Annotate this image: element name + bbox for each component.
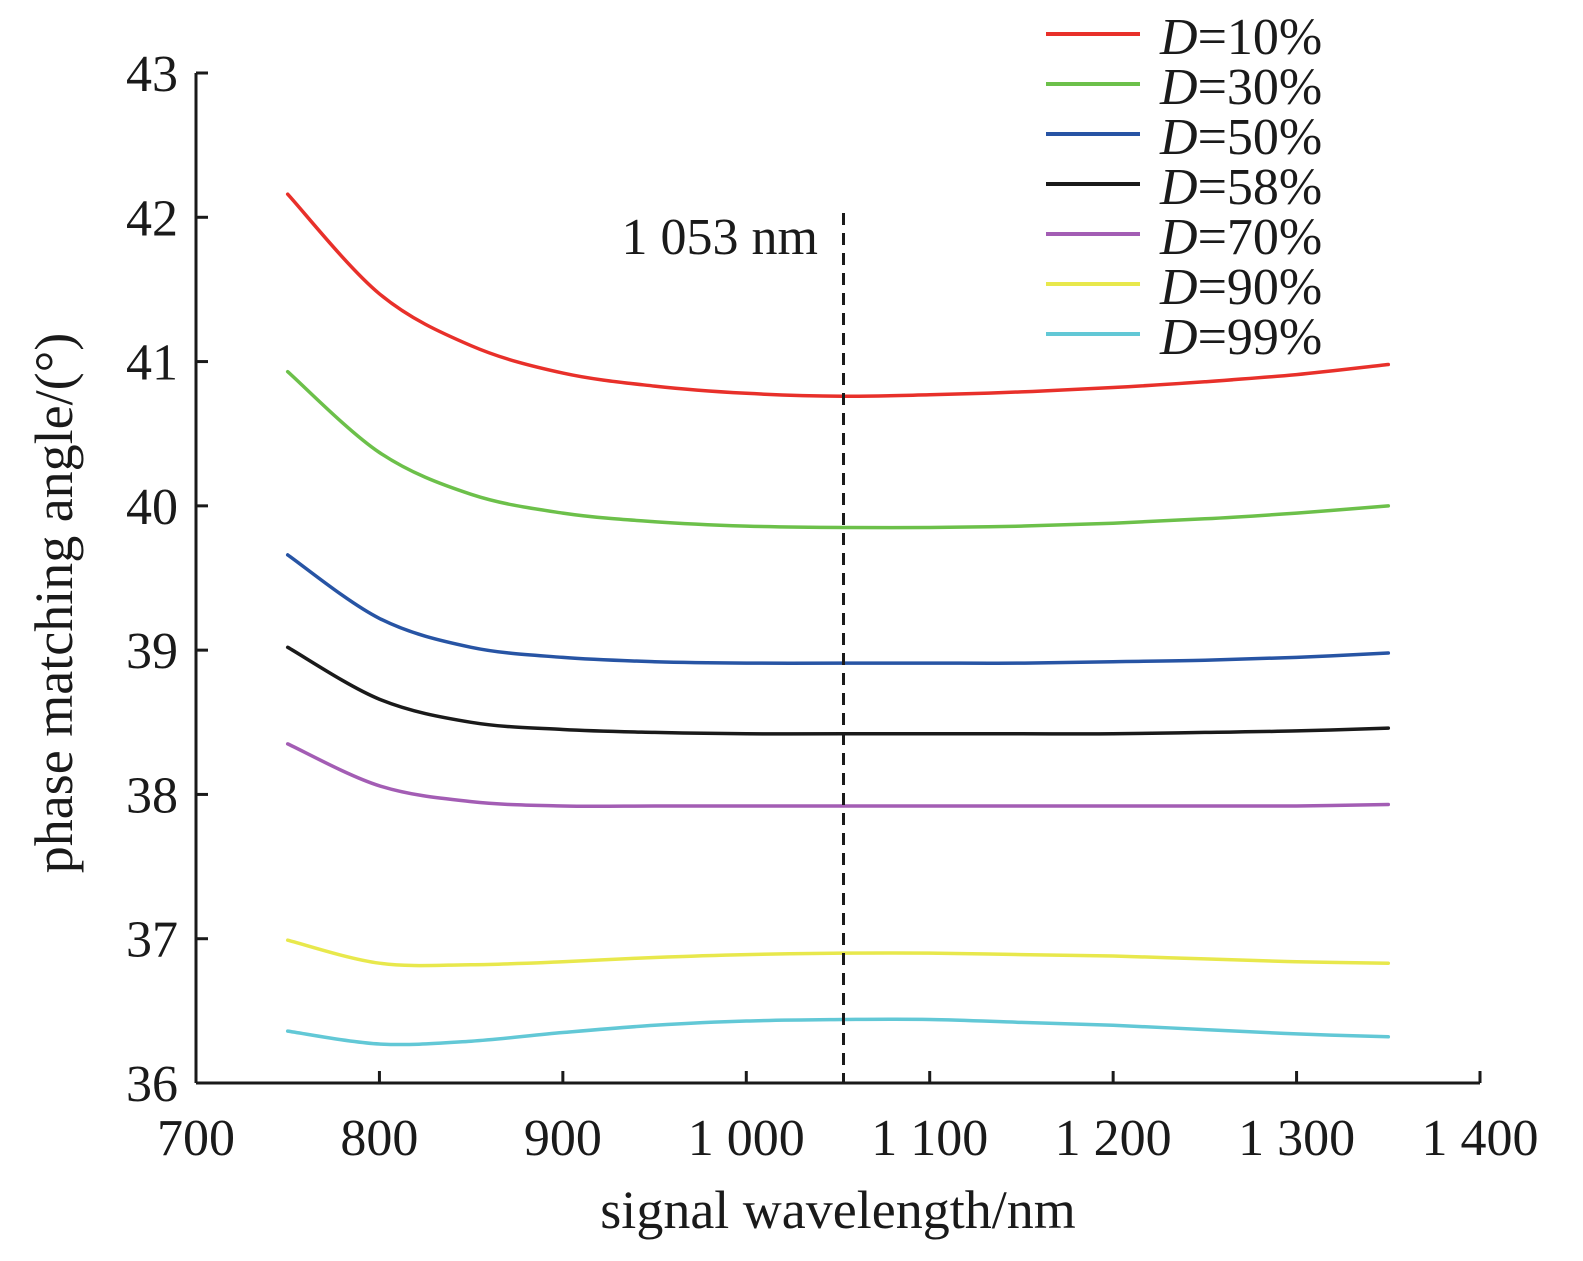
legend-value: =10% [1198,9,1323,66]
legend-variable: D [1159,9,1198,66]
y-tick-label: 40 [126,479,178,536]
y-axis-title: phase matching angle/(°) [24,333,84,873]
legend-variable: D [1159,59,1198,116]
legend: D=10%D=30%D=50%D=58%D=70%D=90%D=99% [1046,9,1322,366]
legend-value: =70% [1198,209,1323,266]
y-tick-label: 42 [126,190,178,247]
legend-value: =90% [1198,259,1323,316]
y-tick-label: 37 [126,912,178,969]
legend-label: D=70% [1159,209,1322,266]
legend-label: D=30% [1159,59,1322,116]
legend-value: =58% [1198,159,1323,216]
series-line-3 [285,553,1391,665]
x-tick-label: 1 100 [871,1110,988,1167]
legend-value: =99% [1198,309,1323,366]
y-tick-label: 39 [126,623,178,680]
legend-variable: D [1159,159,1198,216]
legend-label: D=10% [1159,9,1322,66]
y-tick-label: 38 [126,767,178,824]
x-tick-label: 1 400 [1422,1110,1539,1167]
y-tick-label: 41 [126,335,178,392]
legend-label: D=50% [1159,109,1322,166]
axes: 700 800 900 1 000 1 100 1 200 1 300 1 400 36373… [126,46,1539,1167]
series-line-1 [285,192,1391,398]
series-line-5 [285,742,1391,809]
x-tick-label: 1 300 [1238,1110,1355,1167]
series-line-7 [285,1017,1391,1047]
x-tick-label: 700 [157,1110,235,1167]
x-tick-label: 1 200 [1055,1110,1172,1167]
legend-label: D=90% [1159,259,1322,316]
legend-value: =30% [1198,59,1323,116]
series-line-2 [285,369,1391,530]
x-tick-label: 900 [524,1110,602,1167]
legend-variable: D [1159,259,1198,316]
legend-label: D=58% [1159,159,1322,216]
legend-label: D=99% [1159,309,1322,366]
y-tick-label: 36 [126,1056,178,1113]
x-axis-title: signal wavelength/nm [600,1180,1075,1240]
x-axis-ticks: 700 800 900 1 000 1 100 1 200 1 300 1 400 [157,1071,1539,1167]
annotation: 1 053 nm [622,209,846,1083]
y-tick-label: 43 [126,46,178,103]
x-tick-label: 800 [340,1110,418,1167]
y-axis-ticks: 36 37 38 39 40 41 42 43 [126,46,208,1113]
legend-variable: D [1159,109,1198,166]
legend-value: =50% [1198,109,1323,166]
annotation-label: 1 053 nm [622,209,818,266]
legend-variable: D [1159,309,1198,366]
legend-variable: D [1159,209,1198,266]
series-line-6 [285,938,1391,968]
x-tick-label: 1 000 [688,1110,805,1167]
